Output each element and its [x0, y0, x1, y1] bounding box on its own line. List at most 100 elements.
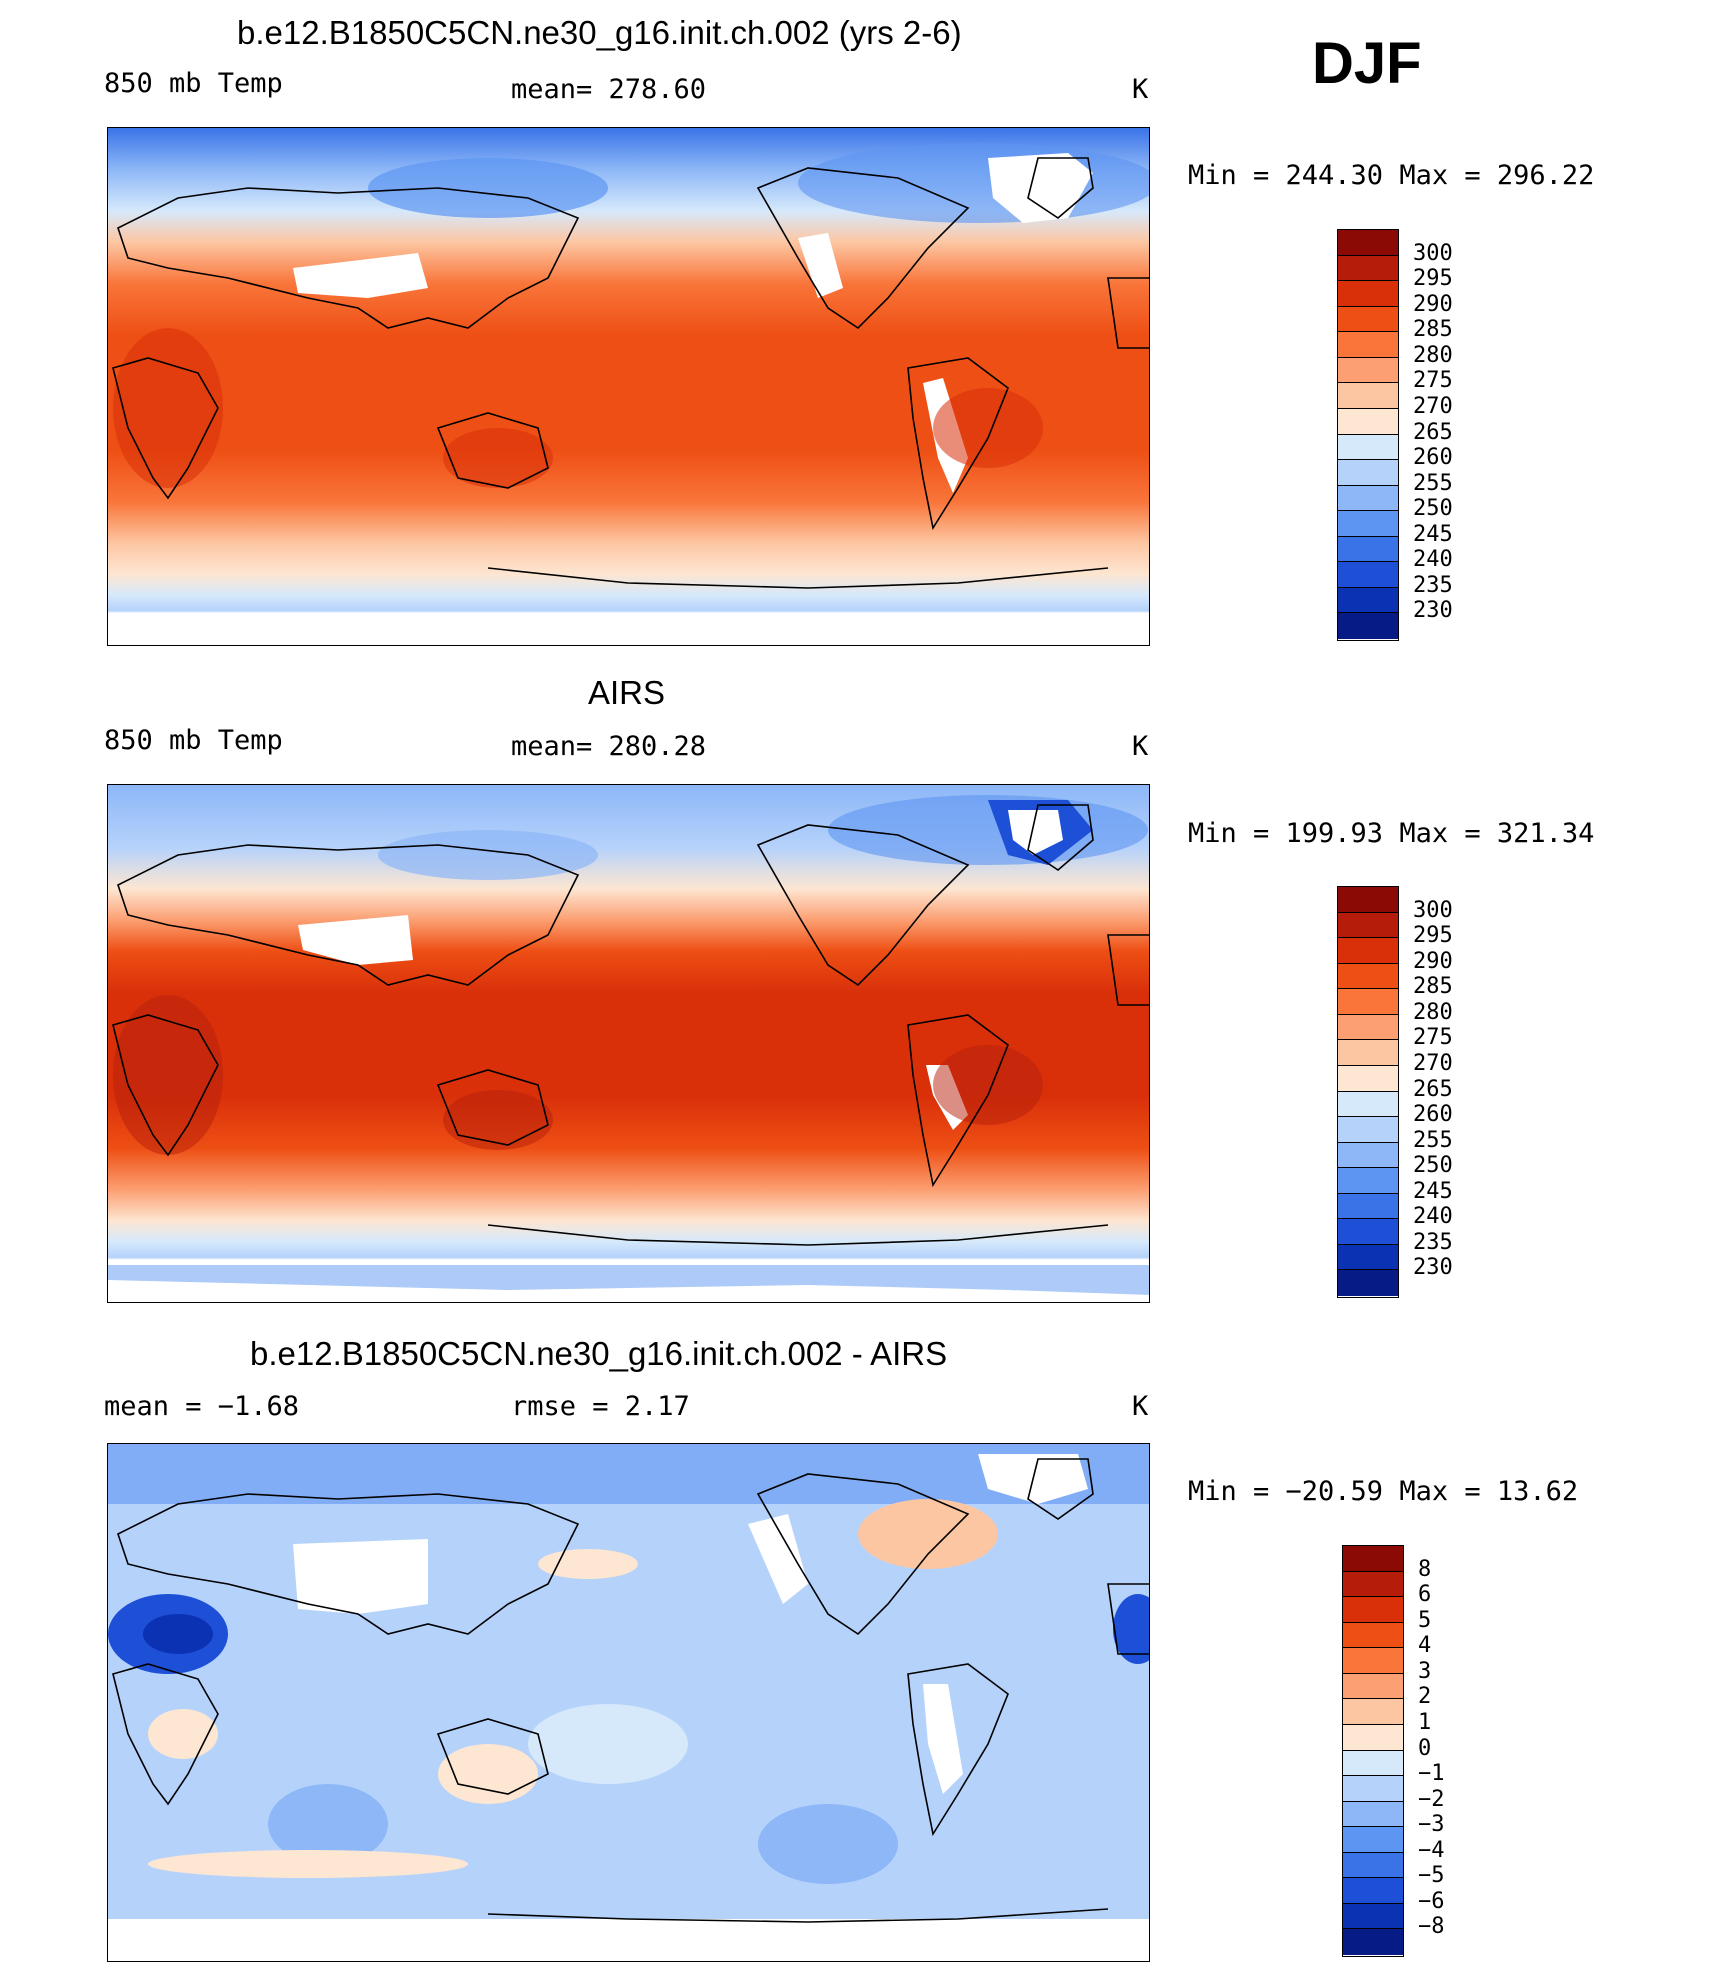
- colorbar-cell: [1338, 230, 1398, 256]
- panel-2-minmax-label: Min = 199.93 Max = 321.34: [1188, 818, 1595, 849]
- panel-2-map: [107, 784, 1150, 1303]
- colorbar-cell: [1338, 434, 1398, 461]
- colorbar-tick-label: 235: [1413, 1229, 1453, 1255]
- season-label: DJF: [1312, 31, 1422, 96]
- colorbar-cell: [1338, 1142, 1398, 1169]
- panel-1-map-field: [108, 128, 1149, 645]
- colorbar-cell: [1343, 1622, 1403, 1649]
- panel-3-colorbar-cells: [1343, 1546, 1403, 1955]
- panel-2-mean-label: mean= 280.28: [511, 731, 707, 762]
- colorbar-cell: [1338, 887, 1398, 913]
- colorbar-tick-label: 240: [1413, 547, 1453, 573]
- colorbar-cell: [1338, 332, 1398, 358]
- panel-2-map-field: [108, 785, 1149, 1302]
- colorbar-tick-label: 235: [1413, 572, 1453, 598]
- panel-1-colorbar-cells: [1338, 230, 1398, 639]
- colorbar-tick-label: 230: [1413, 1255, 1453, 1281]
- colorbar-tick-label: 295: [1413, 266, 1453, 292]
- panel-3-minmax-label: Min = −20.59 Max = 13.62: [1188, 1476, 1579, 1507]
- colorbar-cell: [1338, 460, 1398, 486]
- panel-2-title: AIRS: [588, 674, 666, 711]
- colorbar-tick-label: 275: [1413, 368, 1453, 394]
- colorbar-cell: [1338, 1244, 1398, 1271]
- colorbar-tick-label: 270: [1413, 1050, 1453, 1076]
- colorbar-cell: [1338, 255, 1398, 282]
- colorbar-cell: [1338, 613, 1398, 639]
- colorbar-tick-label: 250: [1413, 496, 1453, 522]
- colorbar-cell: [1338, 536, 1398, 563]
- colorbar-cell: [1338, 281, 1398, 307]
- colorbar-tick-label: 270: [1413, 393, 1453, 419]
- colorbar-cell: [1338, 1065, 1398, 1092]
- colorbar-tick-label: −6: [1418, 1888, 1445, 1914]
- colorbar-cell: [1338, 1040, 1398, 1066]
- panel-1-colorbar: [1337, 229, 1399, 641]
- colorbar-tick-label: 285: [1413, 974, 1453, 1000]
- colorbar-cell: [1338, 306, 1398, 333]
- panel-1-map: [107, 127, 1150, 646]
- panel-1-units-label: K: [1132, 74, 1149, 105]
- colorbar-cell: [1338, 383, 1398, 409]
- colorbar-cell: [1343, 1571, 1403, 1598]
- colorbar-tick-label: −8: [1418, 1914, 1445, 1940]
- colorbar-cell: [1343, 1801, 1403, 1828]
- colorbar-tick-label: 290: [1413, 948, 1453, 974]
- colorbar-cell: [1338, 511, 1398, 537]
- colorbar-tick-label: 290: [1413, 291, 1453, 317]
- colorbar-tick-label: 260: [1413, 445, 1453, 471]
- colorbar-tick-label: −2: [1418, 1786, 1445, 1812]
- colorbar-tick-label: 8: [1418, 1556, 1432, 1582]
- colorbar-cell: [1338, 1014, 1398, 1041]
- colorbar-tick-label: 6: [1418, 1582, 1432, 1608]
- panel-1-title: b.e12.B1850C5CN.ne30_g16.init.ch.002 (yr…: [237, 14, 962, 51]
- colorbar-cell: [1343, 1903, 1403, 1930]
- colorbar-cell: [1343, 1750, 1403, 1777]
- colorbar-tick-label: 3: [1418, 1658, 1432, 1684]
- panel-1-variable-label: 850 mb Temp: [104, 68, 283, 99]
- colorbar-tick-label: 275: [1413, 1025, 1453, 1051]
- colorbar-cell: [1343, 1673, 1403, 1700]
- panel-1-minmax-label: Min = 244.30 Max = 296.22: [1188, 160, 1595, 191]
- colorbar-cell: [1343, 1699, 1403, 1725]
- colorbar-cell: [1343, 1929, 1403, 1955]
- colorbar-tick-label: −3: [1418, 1812, 1445, 1838]
- panel-3-map: [107, 1443, 1150, 1962]
- colorbar-cell: [1338, 587, 1398, 614]
- colorbar-cell: [1338, 938, 1398, 964]
- colorbar-cell: [1343, 1878, 1403, 1904]
- colorbar-tick-label: 245: [1413, 521, 1453, 547]
- colorbar-cell: [1343, 1724, 1403, 1751]
- colorbar-tick-label: 285: [1413, 317, 1453, 343]
- colorbar-cell: [1343, 1827, 1403, 1853]
- colorbar-cell: [1338, 1091, 1398, 1118]
- colorbar-tick-label: 300: [1413, 897, 1453, 923]
- colorbar-cell: [1343, 1597, 1403, 1623]
- colorbar-cell: [1338, 1117, 1398, 1143]
- colorbar-cell: [1338, 408, 1398, 435]
- colorbar-tick-label: 265: [1413, 1076, 1453, 1102]
- colorbar-tick-label: 280: [1413, 999, 1453, 1025]
- colorbar-cell: [1343, 1546, 1403, 1572]
- panel-2-colorbar: [1337, 886, 1399, 1298]
- panel-3-units-label: K: [1132, 1391, 1149, 1422]
- colorbar-cell: [1343, 1776, 1403, 1802]
- colorbar-tick-label: 1: [1418, 1709, 1432, 1735]
- panel-3-mean-label: mean = −1.68: [104, 1391, 300, 1422]
- panel-3-map-field: [108, 1444, 1149, 1961]
- colorbar-cell: [1338, 912, 1398, 939]
- colorbar-tick-label: −5: [1418, 1863, 1445, 1889]
- colorbar-cell: [1338, 485, 1398, 512]
- colorbar-tick-label: 4: [1418, 1633, 1432, 1659]
- colorbar-tick-label: −4: [1418, 1837, 1445, 1863]
- colorbar-tick-label: 280: [1413, 342, 1453, 368]
- colorbar-tick-label: 230: [1413, 598, 1453, 624]
- panel-2-colorbar-cells: [1338, 887, 1398, 1296]
- panel-1-mean-label: mean= 278.60: [511, 74, 707, 105]
- colorbar-tick-label: 300: [1413, 240, 1453, 266]
- colorbar-tick-label: 295: [1413, 923, 1453, 949]
- colorbar-tick-label: 245: [1413, 1178, 1453, 1204]
- colorbar-cell: [1343, 1852, 1403, 1879]
- panel-3-rmse-label: rmse = 2.17: [511, 1391, 690, 1422]
- colorbar-cell: [1338, 357, 1398, 384]
- colorbar-cell: [1338, 989, 1398, 1015]
